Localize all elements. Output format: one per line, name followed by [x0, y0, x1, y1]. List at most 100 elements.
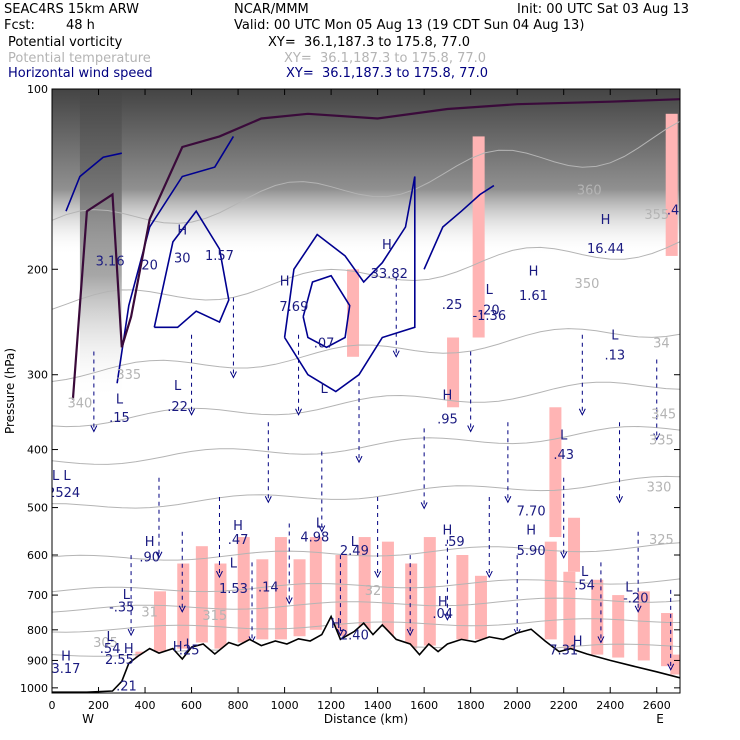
- field-theta-xy: XY= 36.1,187.3 to 175.8, 77.0: [284, 51, 487, 66]
- extremum-label: L: [321, 382, 329, 397]
- stratospheric-pv-shading: [52, 89, 680, 256]
- x-tick-label: 1800: [457, 699, 485, 712]
- x-tick-label: 1600: [410, 699, 438, 712]
- wind-arrowhead: [560, 551, 568, 559]
- wind-arrowhead: [229, 371, 237, 379]
- extremum-label: -.20: [623, 591, 648, 606]
- isentrope-label: 32: [365, 584, 382, 599]
- extremum-label: H: [443, 524, 453, 539]
- pv-shading-band: [612, 595, 625, 658]
- extremum-label: .54: [574, 578, 595, 593]
- y-tick-label: 300: [27, 369, 48, 382]
- extremum-label: 30: [174, 252, 191, 267]
- wind-arrowhead: [634, 605, 642, 613]
- pv-shading-band: [153, 591, 166, 652]
- extremum-label: 7.31: [549, 644, 578, 659]
- isentrope-label: 31: [141, 605, 158, 620]
- wind-arrowhead: [467, 425, 475, 433]
- x-tick-label: 2200: [550, 699, 578, 712]
- extremum-label: L: [351, 535, 359, 550]
- extremum-label: .4: [667, 203, 679, 218]
- extremum-label: .95: [437, 413, 458, 428]
- extremum-label: L: [107, 630, 115, 645]
- pv-shading-band: [474, 575, 487, 640]
- x-tick-label: 1400: [364, 699, 392, 712]
- extremum-label: L: [316, 517, 324, 532]
- extremum-label: H: [177, 224, 187, 239]
- wind-arrowhead: [653, 433, 661, 441]
- extremum-label: 2.49: [340, 544, 369, 559]
- field-wind-name: Horizontal wind speed: [8, 66, 153, 81]
- wind-arrowhead: [285, 597, 293, 605]
- extremum-label: H: [382, 238, 392, 253]
- extremum-label: 2.40: [340, 628, 369, 643]
- isentrope-label: 355: [644, 208, 669, 223]
- extremum-label: .25: [442, 298, 463, 313]
- isentrope-label: 325: [649, 533, 674, 548]
- wind-arrowhead: [616, 496, 623, 504]
- model-title: SEAC4RS 15km ARW: [4, 2, 140, 17]
- x-tick-label: 200: [88, 699, 109, 712]
- x-tick-label: 2600: [643, 699, 671, 712]
- isentrope-325: [52, 542, 680, 561]
- isentrope-label: 360: [577, 183, 602, 198]
- pv-shading-band: [423, 537, 436, 646]
- wind-arrowhead: [504, 496, 512, 504]
- x-tick-label: 1200: [317, 699, 345, 712]
- pv-shading-band: [661, 613, 674, 667]
- x-tick-label: 0: [49, 699, 56, 712]
- y-tick-label: 900: [27, 654, 48, 667]
- extremum-label: .14: [258, 580, 279, 595]
- init-time: Init: 00 UTC Sat 03 Aug 13: [517, 2, 690, 17]
- isentrope-315: [52, 597, 680, 613]
- pv-shading-band: [544, 541, 557, 640]
- extremum-label: .04: [432, 607, 453, 622]
- pv-shading-band: [347, 269, 360, 357]
- extremum-label: .90: [139, 550, 160, 565]
- isentrope-label: 350: [575, 277, 600, 292]
- tropopause-pv-line: [71, 98, 680, 400]
- extremum-label: .43: [553, 448, 574, 463]
- extremum-label: L: [560, 429, 568, 444]
- isentrope-label: 34: [653, 336, 670, 351]
- wind-arrowhead: [485, 570, 493, 579]
- pv-shading-band: [549, 407, 562, 538]
- extremum-label: .22: [167, 400, 188, 415]
- extremum-label: L: [174, 379, 182, 394]
- isentrope-label: 345: [651, 408, 676, 423]
- extremum-label: 5.90: [517, 544, 546, 559]
- isentrope-360: [52, 120, 680, 224]
- terrain-fill: [52, 616, 680, 693]
- pv-shading-band: [637, 591, 650, 661]
- wind-speed-contour: [153, 209, 230, 329]
- x-tick-label: 1000: [271, 699, 299, 712]
- pv-shading-band: [195, 546, 208, 643]
- extremum-label: H: [61, 649, 71, 664]
- extremum-label: 4.98: [300, 531, 329, 546]
- extremum-label: L: [486, 283, 494, 298]
- pv-shading-band: [335, 554, 348, 637]
- y-tick-label: 600: [27, 549, 48, 562]
- extremum-label: 2524: [47, 486, 80, 501]
- extremum-label: 7.69: [279, 300, 308, 315]
- wind-arrowhead: [374, 570, 382, 579]
- y-tick-label: 100: [27, 83, 48, 96]
- extremum-label: H: [233, 519, 243, 534]
- extremum-label: 1.61: [519, 289, 548, 304]
- extremum-label: H: [145, 535, 155, 550]
- x-tick-label: 600: [181, 699, 202, 712]
- extremum-label: H: [124, 642, 134, 657]
- extremum-label: H: [331, 617, 341, 632]
- isentrope-label: 340: [67, 396, 92, 411]
- wind-arrowhead: [406, 628, 414, 637]
- field-pv-xy: XY= 36.1,187.3 to 175.8, 77.0: [268, 35, 471, 50]
- wind-arrowhead: [264, 496, 272, 504]
- extremum-label: 3.16: [96, 254, 125, 269]
- wind-arrowhead: [420, 502, 428, 510]
- wind-speed-contour: [302, 274, 351, 349]
- isentrope-label: 305: [93, 636, 118, 651]
- extremum-label: H: [280, 275, 290, 290]
- y-tick-label: 700: [27, 589, 48, 602]
- extremum-label: H: [526, 524, 536, 539]
- extremum-label: L: [123, 588, 131, 603]
